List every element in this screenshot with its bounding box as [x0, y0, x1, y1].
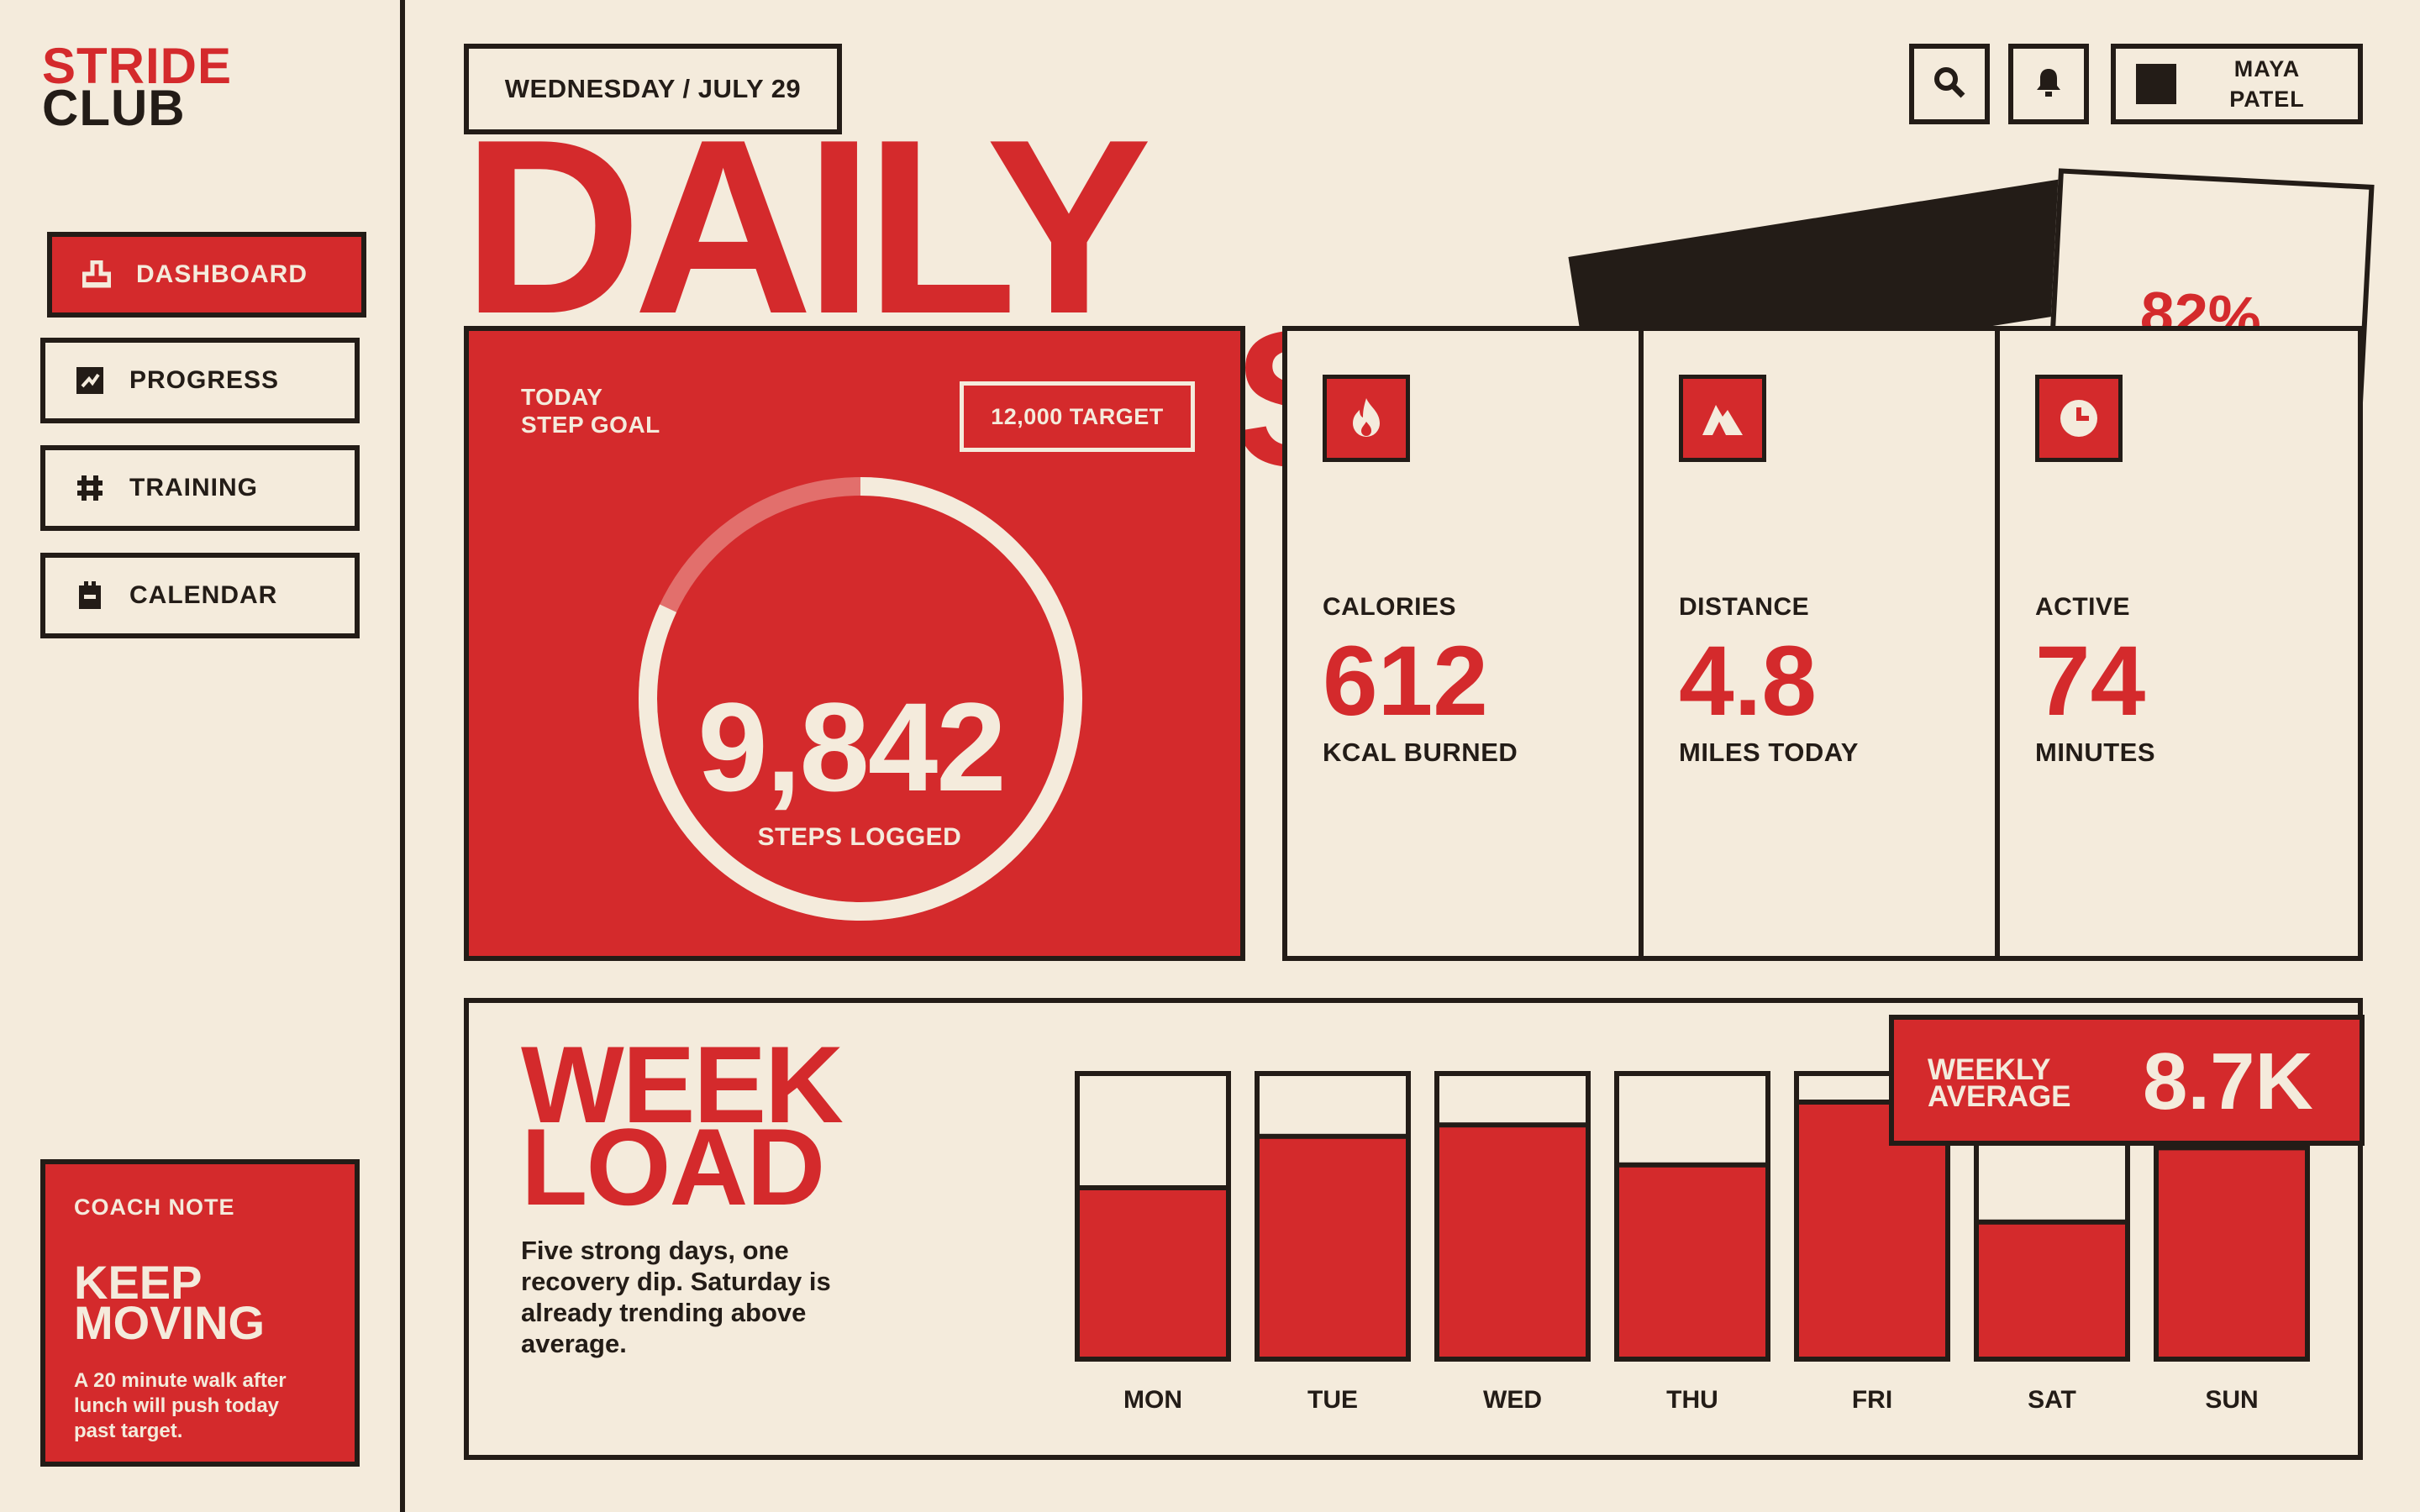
search-button[interactable] [1909, 44, 1990, 124]
grid-icon [76, 474, 104, 502]
weekly-average-label-line-2: AVERAGE [1928, 1080, 2071, 1113]
metric-unit: MINUTES [2035, 738, 2155, 767]
nav-label: PROGRESS [129, 366, 280, 394]
bar-sat[interactable] [1974, 1219, 2130, 1362]
week-title-line-2: LOAD [521, 1105, 825, 1228]
steps-caption: STEPS LOGGED [757, 823, 962, 851]
calendar-icon [76, 581, 104, 610]
step-goal-label-line-2: STEP GOAL [521, 412, 660, 438]
user-first-name: MAYA [2233, 56, 2301, 81]
user-name: MAYA PATEL [2176, 54, 2358, 114]
active-minutes-card: ACTIVE 74 MINUTES [1995, 326, 2363, 961]
flame-icon [1323, 375, 1410, 462]
nav-label: DASHBOARD [136, 260, 308, 288]
nav-label: TRAINING [129, 474, 258, 501]
metric-unit: MILES TODAY [1679, 738, 1859, 767]
avatar [2136, 64, 2176, 104]
distance-card: DISTANCE 4.8 MILES TODAY [1639, 326, 2000, 961]
sidebar-divider [400, 0, 405, 1512]
metric-title: ACTIVE [2035, 593, 2131, 621]
hero-title: DAILY [462, 87, 1152, 365]
step-goal-card: TODAY STEP GOAL 12,000 TARGET 9,842 STEP… [464, 326, 1245, 961]
step-goal-label-line-1: TODAY [521, 384, 603, 410]
metric-unit: KCAL BURNED [1323, 738, 1518, 767]
ring-progress [639, 477, 1082, 921]
weekly-average-value: 8.7K [2143, 1037, 2313, 1126]
bar-thu[interactable] [1614, 1162, 1770, 1362]
step-goal-label: TODAY STEP GOAL [521, 383, 660, 438]
bar-label-thu: THU [1666, 1386, 1718, 1414]
bar-label-mon: MON [1123, 1386, 1182, 1414]
coach-headline-line-2: MOVING [74, 1296, 266, 1349]
coach-note-card: COACH NOTE KEEP MOVING A 20 minute walk … [40, 1159, 360, 1467]
logo-line-2: CLUB [42, 80, 186, 136]
coach-headline: KEEP MOVING [74, 1256, 326, 1349]
step-progress-ring [639, 477, 1082, 921]
bar-sun[interactable] [2154, 1145, 2310, 1362]
nav-label: CALENDAR [129, 581, 278, 609]
nav-item-progress[interactable]: PROGRESS [40, 338, 360, 423]
bar-label-wed: WED [1483, 1386, 1542, 1414]
bar-label-sun: SUN [2205, 1386, 2258, 1414]
weekly-average-label: WEEKLY AVERAGE [1928, 1053, 2071, 1113]
bar-label-fri: FRI [1852, 1386, 1892, 1414]
user-last-name: PATEL [2229, 87, 2305, 112]
week-description: Five strong days, one recovery dip. Satu… [521, 1236, 831, 1358]
week-title-line-1: WEEK [521, 1023, 844, 1146]
bar-tue[interactable] [1255, 1133, 1411, 1362]
bar-label-tue: TUE [1307, 1386, 1358, 1414]
bar-wed[interactable] [1434, 1122, 1591, 1362]
nav-item-training[interactable]: TRAINING [40, 445, 360, 531]
user-menu[interactable]: MAYA PATEL [2111, 44, 2363, 124]
bar-mon[interactable] [1075, 1185, 1231, 1362]
target-badge[interactable]: 12,000 TARGET [960, 381, 1195, 452]
calories-card: CALORIES 612 KCAL BURNED [1282, 326, 1644, 961]
metric-title: CALORIES [1323, 593, 1457, 621]
weekly-average-label-line-1: WEEKLY [1928, 1053, 2051, 1086]
search-icon [1933, 66, 1966, 103]
logo-line-1: STRIDE [42, 38, 233, 94]
nav-item-dashboard[interactable]: DASHBOARD [47, 232, 366, 318]
bar-label-sat: SAT [2028, 1386, 2076, 1414]
home-icon [82, 260, 112, 289]
mountain-icon [1679, 375, 1766, 462]
coach-body: A 20 minute walk after lunch will push t… [74, 1369, 287, 1442]
weekly-average-badge: WEEKLY AVERAGE 8.7K [1889, 1015, 2365, 1146]
clock-icon [2035, 375, 2123, 462]
chart-icon [76, 366, 104, 395]
steps-value: 9,842 [697, 676, 1006, 817]
metric-value: 4.8 [1679, 626, 1818, 737]
coach-headline-line-1: KEEP [74, 1256, 203, 1309]
date-label: WEDNESDAY / JULY 29 [464, 44, 842, 134]
nav-item-calendar[interactable]: CALENDAR [40, 553, 360, 638]
metric-value: 612 [1323, 626, 1488, 737]
app-logo[interactable]: STRIDE CLUB [42, 38, 233, 136]
metric-value: 74 [2035, 626, 2146, 737]
bell-icon [2033, 66, 2064, 103]
week-title: WEEK LOAD [521, 1023, 844, 1228]
notifications-button[interactable] [2008, 44, 2089, 124]
coach-kicker: COACH NOTE [74, 1194, 235, 1220]
metric-title: DISTANCE [1679, 593, 1810, 621]
